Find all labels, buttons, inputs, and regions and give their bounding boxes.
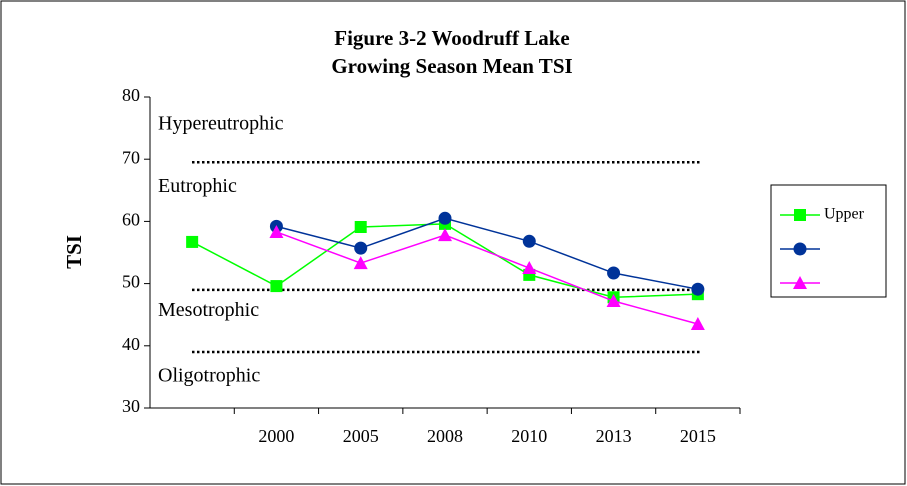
zone-label: Hypereutrophic <box>158 113 284 135</box>
marker <box>522 234 536 248</box>
x-tick-label: 2008 <box>427 426 463 446</box>
marker <box>607 266 621 280</box>
series-line <box>276 217 698 290</box>
x-tick-label: 2013 <box>596 426 632 446</box>
chart-title: Figure 3-2 Woodruff Lake <box>334 26 569 50</box>
y-tick-label: 80 <box>122 85 140 105</box>
marker <box>438 228 452 242</box>
marker <box>269 224 284 238</box>
y-tick-label: 40 <box>122 334 140 354</box>
marker <box>354 220 367 233</box>
marker <box>691 282 705 296</box>
marker <box>793 276 807 289</box>
y-axis-label: TSI <box>62 235 86 269</box>
zone-label: Mesotrophic <box>158 299 259 321</box>
x-tick-label: 2010 <box>511 426 547 446</box>
legend-label: Upper <box>824 206 865 223</box>
x-tick-label: 2000 <box>258 426 294 446</box>
zone-label: Eutrophic <box>158 175 237 197</box>
y-tick-label: 50 <box>122 272 140 292</box>
marker <box>794 209 806 221</box>
marker <box>522 261 537 275</box>
y-tick-label: 60 <box>122 210 140 230</box>
legend <box>770 184 887 298</box>
x-tick-label: 2005 <box>343 426 379 446</box>
marker <box>793 242 807 256</box>
marker <box>690 317 705 331</box>
marker <box>606 294 621 308</box>
zone-label: Oligotrophic <box>158 364 260 386</box>
marker <box>353 256 368 270</box>
y-tick-label: 70 <box>122 147 140 167</box>
marker <box>438 211 452 225</box>
y-tick-label: 30 <box>122 396 140 416</box>
marker <box>354 241 368 255</box>
x-tick-label: 2015 <box>680 426 716 446</box>
marker <box>270 280 283 293</box>
chart-title: Growing Season Mean TSI <box>331 54 572 78</box>
series-line <box>276 231 699 325</box>
marker <box>186 235 199 248</box>
